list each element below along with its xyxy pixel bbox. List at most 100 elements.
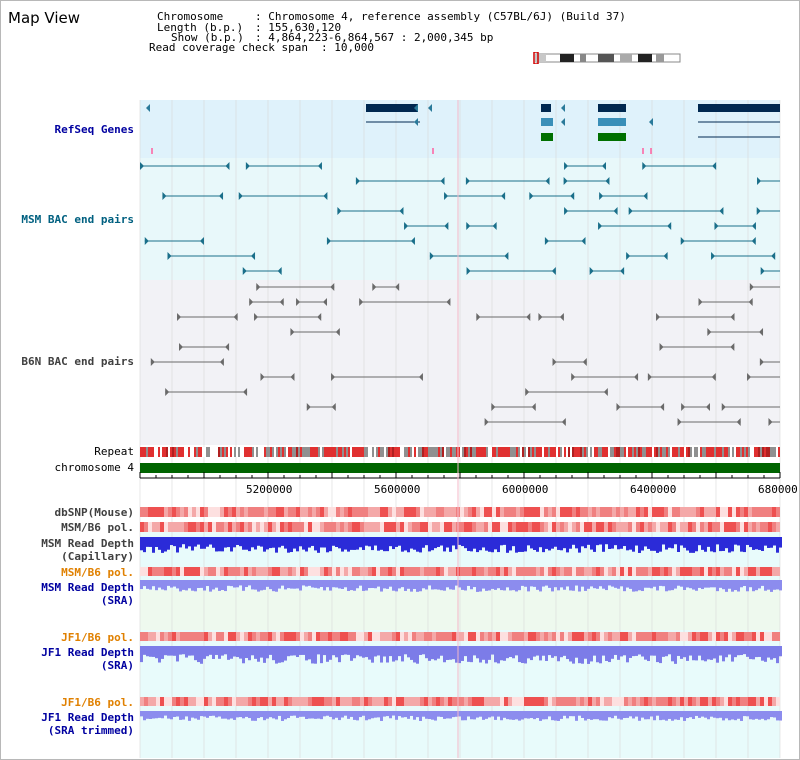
depth-bar: [527, 711, 530, 719]
msm-pol-label[interactable]: MSM/B6 pol.: [61, 521, 134, 534]
depth-bar: [482, 646, 485, 660]
heat-cell: [676, 522, 680, 532]
heat-cell: [212, 632, 216, 641]
repeat-cell: [716, 447, 718, 457]
bac-end-marker: [162, 192, 167, 200]
depth-bar: [758, 580, 761, 589]
heat-cell: [460, 697, 464, 706]
heat-cell: [648, 567, 652, 576]
bac-end-marker: [251, 252, 256, 260]
repeat-cell: [462, 447, 464, 457]
gene-block: [598, 133, 626, 141]
depth-tracks[interactable]: [140, 537, 782, 721]
heat-cell: [492, 507, 496, 517]
dbsnp-label[interactable]: dbSNP(Mouse): [54, 506, 134, 519]
bac-end-marker: [290, 373, 295, 381]
heatmap-tracks[interactable]: [140, 507, 780, 706]
depth-bar: [650, 580, 653, 589]
depth-bar: [197, 537, 200, 545]
jf1-pol-label[interactable]: JF1/B6 pol.: [61, 631, 134, 644]
depth-bar: [698, 646, 701, 656]
chromosome-label[interactable]: chromosome 4: [54, 461, 134, 474]
bac-end-marker: [144, 237, 149, 245]
depth-bar: [242, 646, 245, 664]
heat-cell: [196, 567, 200, 576]
heat-cell: [616, 697, 620, 706]
heat-cell: [256, 567, 260, 576]
heat-cell: [172, 632, 176, 641]
msm-depth-sra-label[interactable]: MSM Read Depth: [41, 581, 134, 594]
heat-cell: [540, 507, 544, 517]
repeat-cell: [476, 447, 478, 457]
bac-end-marker: [721, 403, 726, 411]
refseq-track[interactable]: [146, 104, 780, 154]
heat-cell: [428, 507, 432, 517]
heat-cell: [276, 507, 280, 517]
bac-end-marker: [335, 328, 340, 336]
depth-bar: [728, 580, 731, 589]
heat-cell: [552, 522, 556, 532]
depth-bar: [203, 646, 206, 659]
repeat-track[interactable]: [140, 447, 780, 457]
heat-cell: [264, 697, 268, 706]
heat-cell: [216, 567, 220, 576]
heat-cell: [448, 632, 452, 641]
heat-cell: [644, 632, 648, 641]
heat-cell: [328, 567, 332, 576]
msm-bac-label[interactable]: MSM BAC end pairs: [21, 213, 134, 226]
heat-cell: [424, 507, 428, 517]
depth-bar: [404, 646, 407, 655]
b6n-bac-label[interactable]: B6N BAC end pairs: [21, 355, 134, 368]
depth-bar: [449, 580, 452, 590]
depth-bar: [479, 711, 482, 717]
chromosome-bar[interactable]: [140, 463, 780, 473]
depth-bar: [518, 711, 521, 721]
heat-cell: [460, 507, 464, 517]
msm-depth-cap-label[interactable]: MSM Read Depth: [41, 537, 134, 550]
depth-bar: [563, 646, 566, 656]
depth-bar: [455, 580, 458, 586]
depth-bar: [536, 646, 539, 656]
depth-bar: [596, 537, 599, 546]
heat-cell: [180, 632, 184, 641]
b6n-bac-track[interactable]: [150, 283, 780, 426]
depth-bar: [215, 537, 218, 552]
heat-cell: [548, 522, 552, 532]
repeat-cell: [340, 447, 342, 457]
heat-cell: [392, 632, 396, 641]
depth-bar: [560, 537, 563, 551]
heat-cell: [700, 697, 704, 706]
heat-cell: [520, 507, 524, 517]
msm-pol2-label[interactable]: MSM/B6 pol.: [61, 566, 134, 579]
refseq-label[interactable]: RefSeq Genes: [54, 123, 134, 136]
heat-cell: [636, 632, 640, 641]
jf1-depth-sra-sub: (SRA): [100, 659, 134, 672]
jf1-depth-sra-label[interactable]: JF1 Read Depth: [41, 646, 134, 659]
jf1-pol2-label[interactable]: JF1/B6 pol.: [61, 696, 134, 709]
depth-bar: [680, 537, 683, 546]
heat-cell: [428, 567, 432, 576]
heat-cell: [364, 507, 368, 517]
depth-bar: [299, 580, 302, 591]
depth-bar: [503, 646, 506, 661]
bac-end-marker: [243, 388, 248, 396]
jf1-depth-trim-label[interactable]: JF1 Read Depth: [41, 711, 134, 724]
depth-bar: [704, 646, 707, 662]
bac-end-marker: [466, 267, 471, 275]
repeat-cell: [720, 447, 722, 457]
heat-cell: [204, 522, 208, 532]
heat-cell: [332, 507, 336, 517]
axis-tick-label: 5600000: [374, 483, 421, 496]
depth-bar: [242, 537, 245, 550]
bac-end-marker: [322, 298, 327, 306]
repeat-label[interactable]: Repeat: [94, 445, 134, 458]
heat-cell: [200, 697, 204, 706]
heat-cell: [708, 632, 712, 641]
msm-bac-track[interactable]: [140, 162, 780, 275]
depth-bar: [665, 580, 668, 592]
gene-arrow: [414, 104, 418, 112]
chromosome-ideogram[interactable]: [530, 52, 686, 64]
heat-cell: [276, 522, 280, 532]
repeat-cell: [622, 447, 624, 457]
depth-bar: [659, 537, 662, 552]
